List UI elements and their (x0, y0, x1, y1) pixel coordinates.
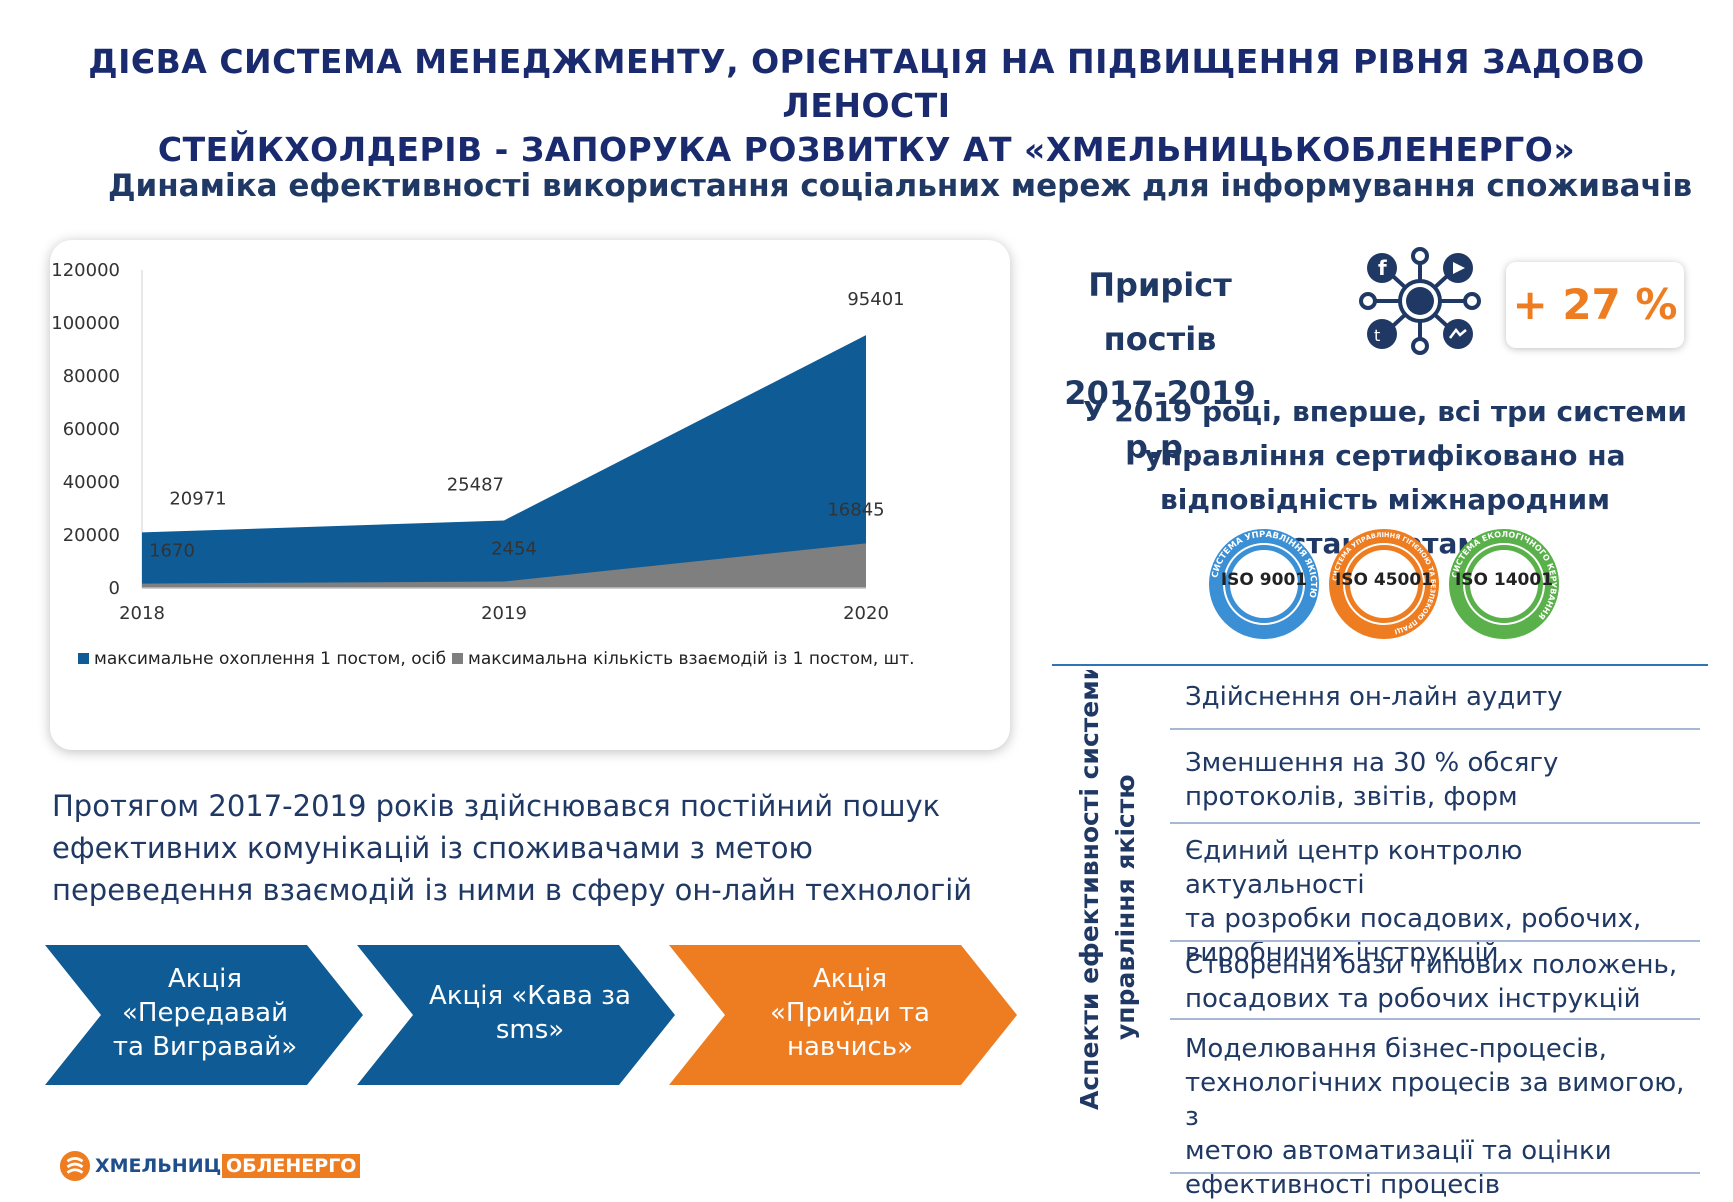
aspect-item-control-center: Єдиний центр контролю актуальності та ро… (1185, 834, 1705, 970)
aspect-line: Єдиний центр контролю актуальності (1185, 836, 1523, 900)
page-subtitle: Динаміка ефективності використання соціа… (107, 168, 1693, 204)
campaign-arrow-1 (45, 945, 363, 1085)
data-label: 1670 (149, 541, 195, 562)
aspect-line: метою автоматизації та оцінки (1185, 1136, 1612, 1166)
campaign-text: sms» (495, 1015, 565, 1045)
company-logo-icon (59, 1150, 91, 1182)
aspect-line: ефективності процесів (1185, 1170, 1501, 1200)
y-tick-label: 20000 (63, 525, 120, 546)
growth-value: + 27 % (1506, 262, 1684, 348)
y-tick-label: 40000 (63, 472, 120, 493)
iso-45001-badge: СИСТЕМА УПРАВЛІННЯ ГІГІЄНОЮ ТА БЕЗПЕКОЮ … (1328, 528, 1440, 640)
title-line-2: СТЕЙКХОЛДЕРІВ - ЗАПОРУКА РОЗВИТКУ АТ «ХМ… (157, 130, 1576, 169)
campaign-text: навчись» (786, 1032, 914, 1062)
growth-label-line: Приріст постів (1088, 266, 1232, 358)
title-line-1: ДІЄВА СИСТЕМА МЕНЕДЖМЕНТУ, ОРІЄНТАЦІЯ НА… (88, 42, 1645, 125)
aspects-top-divider (1052, 664, 1708, 666)
social-network-icon: f t (1359, 247, 1481, 355)
chart-card: 0 20000 40000 60000 80000 100000 120000 2018 201… (50, 240, 1010, 750)
aspect-divider (1170, 940, 1700, 942)
description-paragraph: Протягом 2017-2019 років здійснювався по… (52, 785, 1002, 911)
aspect-line: та розробки посадових, робочих, (1185, 904, 1642, 934)
iso-label: ISO 45001 (1334, 570, 1434, 590)
y-tick-label: 120000 (51, 260, 120, 281)
aspect-line: Моделювання бізнес-процесів, (1185, 1034, 1607, 1064)
aspect-item-reduce-docs: Зменшення на 30 % обсягу протоколів, зві… (1185, 746, 1705, 814)
paragraph-line: Протягом 2017-2019 років здійснювався по… (52, 789, 941, 823)
aspect-divider (1170, 1018, 1700, 1020)
logo-text-part2: ОБЛЕНЕРГО (222, 1154, 361, 1178)
campaign-label-2: Акція «Кава за sms» (420, 979, 640, 1047)
campaign-label-1: Акція «Передавай та Вигравай» (95, 962, 315, 1064)
svg-text:t: t (1374, 326, 1380, 345)
badge-center (1350, 550, 1418, 618)
campaign-text: Акція «Кава за (429, 981, 631, 1011)
iso-label: ISO 9001 (1220, 570, 1308, 590)
data-label: 2454 (491, 538, 537, 559)
aspect-line: протоколів, звітів, форм (1185, 782, 1518, 812)
area-chart: 0 20000 40000 60000 80000 100000 120000 2018 201… (51, 260, 915, 669)
paragraph-line: переведення взаємодій із ними в сферу он… (52, 873, 973, 907)
data-label: 25487 (447, 474, 504, 495)
y-tick-label: 100000 (51, 313, 120, 334)
svg-text:f: f (1378, 256, 1387, 280)
certification-text: У 2019 році, вперше, всі три системи упр… (1060, 390, 1710, 566)
aspects-heading: Аспекти ефективності системи управління … (1075, 670, 1140, 1110)
iso-9001-badge: СИСТЕМА УПРАВЛІННЯ ЯКІСТЮ ISO 9001 (1208, 528, 1320, 640)
aspect-line: Створення бази типових положень, (1185, 950, 1678, 980)
cert-line: У 2019 році, вперше, всі три системи (1082, 395, 1688, 428)
badge-center (1230, 550, 1298, 618)
aspect-divider (1170, 822, 1700, 824)
campaign-text: Акція (812, 964, 888, 994)
aspect-line: Зменшення на 30 % обсягу (1185, 748, 1559, 778)
campaign-arrow-2 (357, 945, 675, 1085)
page-title: ДІЄВА СИСТЕМА МЕНЕДЖМЕНТУ, ОРІЄНТАЦІЯ НА… (40, 40, 1693, 172)
campaign-text: «Передавай (121, 998, 289, 1028)
campaign-label-3: Акція «Прийди та навчись» (730, 962, 970, 1064)
aspect-divider (1170, 1172, 1700, 1174)
aspect-line: технологічних процесів за вимогою, з (1185, 1068, 1685, 1132)
x-tick-label: 2018 (119, 603, 165, 624)
x-tick-label: 2019 (481, 603, 527, 624)
area-series-2 (142, 543, 866, 588)
aspects-heading-line-2: управління якістю (1111, 774, 1140, 1040)
campaign-text: та Вигравай» (112, 1032, 298, 1062)
data-label: 95401 (847, 289, 904, 310)
iso-14001-badge: СИСТЕМА ЕКОЛОГІЧНОГО КЕРУВАННЯ ISO 14001 (1448, 528, 1560, 640)
badge-center (1470, 550, 1538, 618)
y-tick-label: 60000 (63, 419, 120, 440)
aspect-line: Здійснення он-лайн аудиту (1185, 682, 1563, 712)
area-series-1 (142, 335, 866, 588)
growth-label: Приріст постів 2017-2019 р.р. (1040, 258, 1280, 474)
campaign-text: «Прийди та (770, 998, 930, 1028)
iso-label: ISO 14001 (1454, 570, 1554, 590)
paragraph-line: ефективних комунікацій із споживачами з … (52, 831, 813, 865)
aspect-line: виробничих інструкцій (1185, 938, 1499, 968)
legend-swatch (452, 653, 463, 664)
aspect-item-template-base: Створення бази типових положень, посадов… (1185, 948, 1705, 1016)
data-label: 20971 (169, 488, 226, 509)
y-tick-label: 0 (109, 578, 120, 599)
legend-label: максимальне охоплення 1 постом, осіб (94, 649, 446, 669)
aspect-divider (1170, 728, 1700, 730)
logo-text-part1: ХМЕЛЬНИЦЬК (95, 1155, 252, 1177)
growth-label-line: 2017-2019 р.р. (1064, 374, 1256, 466)
legend-swatch (78, 653, 89, 664)
aspect-line: посадових та робочих інструкцій (1185, 984, 1641, 1014)
campaign-arrow-3 (669, 945, 1017, 1085)
aspects-heading-line-1: Аспекти ефективності системи (1075, 670, 1104, 1110)
cert-line: управління сертифіковано на (1144, 439, 1626, 472)
aspect-item-process-modeling: Моделювання бізнес-процесів, технологічн… (1185, 1032, 1705, 1202)
y-tick-label: 80000 (63, 366, 120, 387)
x-tick-label: 2020 (843, 603, 889, 624)
campaign-text: Акція (167, 964, 243, 994)
legend-label: максимальна кількість взаємодій із 1 пос… (468, 649, 915, 669)
data-label: 16845 (827, 499, 884, 520)
aspect-item-online-audit: Здійснення он-лайн аудиту (1185, 680, 1705, 714)
